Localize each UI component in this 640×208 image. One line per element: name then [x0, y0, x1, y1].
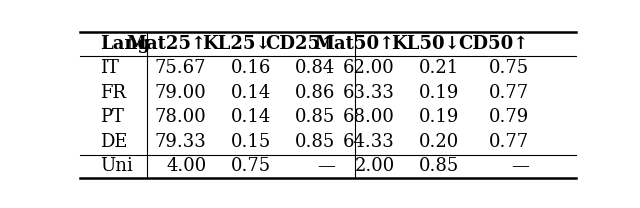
- Text: 63.33: 63.33: [343, 84, 395, 102]
- Text: 0.77: 0.77: [489, 84, 529, 102]
- Text: CD25↑: CD25↑: [265, 35, 335, 53]
- Text: 0.86: 0.86: [295, 84, 335, 102]
- Text: Lang: Lang: [100, 35, 150, 53]
- Text: 0.84: 0.84: [295, 59, 335, 77]
- Text: 0.85: 0.85: [295, 133, 335, 151]
- Text: KL50↓: KL50↓: [390, 35, 460, 53]
- Text: 68.00: 68.00: [343, 108, 395, 126]
- Text: 79.00: 79.00: [155, 84, 207, 102]
- Text: 0.75: 0.75: [231, 157, 271, 175]
- Text: Mat50↑: Mat50↑: [315, 35, 395, 53]
- Text: 78.00: 78.00: [155, 108, 207, 126]
- Text: 0.77: 0.77: [489, 133, 529, 151]
- Text: 0.19: 0.19: [419, 108, 460, 126]
- Text: 0.85: 0.85: [419, 157, 460, 175]
- Text: 2.00: 2.00: [355, 157, 395, 175]
- Text: Mat25↑: Mat25↑: [126, 35, 207, 53]
- Text: 79.33: 79.33: [155, 133, 207, 151]
- Text: 0.14: 0.14: [230, 84, 271, 102]
- Text: CD50↑: CD50↑: [458, 35, 529, 53]
- Text: 0.14: 0.14: [230, 108, 271, 126]
- Text: Uni: Uni: [100, 157, 132, 175]
- Text: DE: DE: [100, 133, 127, 151]
- Text: 75.67: 75.67: [155, 59, 207, 77]
- Text: FR: FR: [100, 84, 126, 102]
- Text: —: —: [511, 157, 529, 175]
- Text: PT: PT: [100, 108, 124, 126]
- Text: —: —: [317, 157, 335, 175]
- Text: IT: IT: [100, 59, 118, 77]
- Text: 0.20: 0.20: [419, 133, 460, 151]
- Text: 0.79: 0.79: [488, 108, 529, 126]
- Text: 4.00: 4.00: [166, 157, 207, 175]
- Text: 0.15: 0.15: [230, 133, 271, 151]
- Text: 0.19: 0.19: [419, 84, 460, 102]
- Text: 0.85: 0.85: [295, 108, 335, 126]
- Text: KL25↓: KL25↓: [202, 35, 271, 53]
- Text: 0.75: 0.75: [489, 59, 529, 77]
- Text: 0.21: 0.21: [419, 59, 460, 77]
- Text: 64.33: 64.33: [343, 133, 395, 151]
- Text: 62.00: 62.00: [343, 59, 395, 77]
- Text: 0.16: 0.16: [230, 59, 271, 77]
